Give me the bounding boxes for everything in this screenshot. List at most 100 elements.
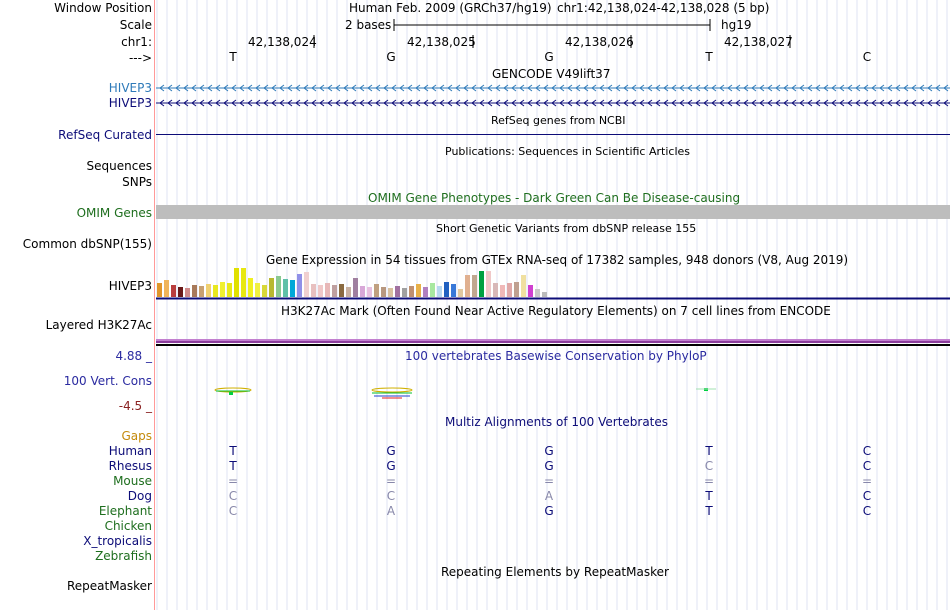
gtex-tissue-bar[interactable]: [297, 274, 302, 297]
gtex-tissue-bar[interactable]: [157, 283, 162, 297]
strand-chevron: [927, 99, 933, 107]
strand-chevron: [855, 84, 861, 92]
gtex-expression-chart[interactable]: [156, 266, 950, 300]
gtex-tissue-bar[interactable]: [465, 275, 470, 297]
gtex-tissue-bar[interactable]: [395, 286, 400, 297]
gtex-tissue-bar[interactable]: [255, 283, 260, 297]
gtex-tissue-bar[interactable]: [514, 282, 519, 297]
strand-chevron: [935, 99, 941, 107]
omim-label[interactable]: OMIM Genes: [76, 206, 152, 220]
strand-chevron: [783, 84, 789, 92]
base-1: T: [229, 50, 237, 64]
gtex-tissue-bar[interactable]: [360, 286, 365, 297]
strand-chevron: [159, 84, 165, 92]
gtex-tissue-bar[interactable]: [493, 283, 498, 297]
rmsk-label[interactable]: RepeatMasker: [66, 579, 152, 593]
gtex-tissue-bar[interactable]: [528, 285, 533, 297]
gtex-tissue-bar[interactable]: [472, 275, 477, 297]
gencode-item-1[interactable]: HIVEP3: [108, 81, 152, 95]
gtex-tissue-bar[interactable]: [241, 268, 246, 297]
refseq-label[interactable]: RefSeq Curated: [58, 128, 152, 142]
gtex-tissue-bar[interactable]: [353, 278, 358, 297]
gtex-tissue-bar[interactable]: [276, 276, 281, 297]
gtex-tissue-bar[interactable]: [269, 278, 274, 297]
gtex-tissue-bar[interactable]: [486, 271, 491, 297]
gtex-tissue-bar[interactable]: [430, 283, 435, 297]
gtex-tissue-bar[interactable]: [178, 287, 183, 297]
gtex-tissue-bar[interactable]: [500, 285, 505, 297]
gtex-tissue-bar[interactable]: [423, 287, 428, 297]
gtex-tissue-bar[interactable]: [192, 285, 197, 297]
strand-chevron: [671, 84, 677, 92]
strand-chevron: [343, 99, 349, 107]
gtex-tissue-bar[interactable]: [164, 280, 169, 297]
gtex-tissue-bar[interactable]: [171, 285, 176, 297]
strand-chevron: [799, 84, 805, 92]
strand-chevron: [511, 99, 517, 107]
gtex-tissue-bar[interactable]: [409, 286, 414, 297]
cons-label[interactable]: 100 Vert. Cons: [63, 374, 152, 388]
gtex-tissue-bar[interactable]: [311, 284, 316, 297]
gtex-tissue-bar[interactable]: [227, 283, 232, 297]
gtex-tissue-bar[interactable]: [402, 288, 407, 297]
strand-chevron: [751, 99, 757, 107]
gtex-tissue-bar[interactable]: [444, 282, 449, 297]
strand-chevron: [639, 84, 645, 92]
gtex-tissue-bar[interactable]: [535, 289, 540, 297]
strand-chevron: [575, 84, 581, 92]
strand-chevron: [439, 84, 445, 92]
gtex-tissue-bar[interactable]: [388, 288, 393, 297]
strand-chevron: [935, 84, 941, 92]
strand-chevron: [343, 84, 349, 92]
strand-chevron: [407, 84, 413, 92]
gencode-item-2[interactable]: HIVEP3: [108, 96, 152, 110]
gtex-tissue-bar[interactable]: [437, 286, 442, 297]
gtex-tissue-bar[interactable]: [381, 287, 386, 297]
gencode-transcripts[interactable]: [156, 82, 950, 110]
strand-chevron: [591, 99, 597, 107]
gtex-tissue-bar[interactable]: [262, 285, 267, 297]
gtex-tissue-bar[interactable]: [304, 272, 309, 297]
gtex-tissue-bar[interactable]: [416, 284, 421, 297]
gtex-tissue-bar[interactable]: [507, 283, 512, 297]
gtex-tissue-bar[interactable]: [458, 289, 463, 297]
gtex-tissue-bar[interactable]: [339, 284, 344, 297]
strand-chevron: [399, 99, 405, 107]
gtex-tissue-bar[interactable]: [248, 278, 253, 297]
gtex-tissue-bar[interactable]: [318, 285, 323, 297]
snps-label: SNPs: [122, 175, 152, 189]
strand-chevron: [655, 84, 661, 92]
gtex-tissue-bar[interactable]: [451, 284, 456, 297]
gtex-tissue-bar[interactable]: [206, 284, 211, 297]
cons-wiggle: [214, 387, 716, 399]
gtex-tissue-bar[interactable]: [542, 292, 547, 297]
gtex-tissue-bar[interactable]: [283, 279, 288, 297]
strand-chevron: [391, 99, 397, 107]
gtex-tissue-bar[interactable]: [332, 285, 337, 297]
gtex-label[interactable]: HIVEP3: [108, 279, 152, 293]
gtex-tissue-bar[interactable]: [346, 287, 351, 297]
gencode-title: GENCODE V49lift37: [492, 67, 611, 81]
gtex-tissue-bar[interactable]: [213, 285, 218, 297]
strand-chevron: [903, 99, 909, 107]
gtex-tissue-bar[interactable]: [185, 288, 190, 297]
strand-chevron: [191, 99, 197, 107]
aligned-base: G: [544, 459, 554, 473]
gtex-tissue-bar[interactable]: [374, 284, 379, 297]
strand-chevron: [751, 84, 757, 92]
gtex-tissue-bar[interactable]: [367, 287, 372, 297]
strand-chevron: [687, 99, 693, 107]
gtex-tissue-bar[interactable]: [220, 282, 225, 297]
strand-chevron: [423, 84, 429, 92]
gtex-tissue-bar[interactable]: [234, 268, 239, 297]
gtex-tissue-bar[interactable]: [199, 286, 204, 297]
strand-chevron: [191, 84, 197, 92]
strand-chevron: [791, 99, 797, 107]
gtex-tissue-bar[interactable]: [521, 275, 526, 297]
aligned-base: C: [228, 504, 238, 518]
refseq-transcript[interactable]: [156, 134, 950, 135]
gtex-tissue-bar[interactable]: [325, 283, 330, 297]
gtex-tissue-bar[interactable]: [290, 280, 295, 297]
gtex-tissue-bar[interactable]: [479, 271, 484, 297]
omim-gene-bar[interactable]: [156, 205, 950, 219]
